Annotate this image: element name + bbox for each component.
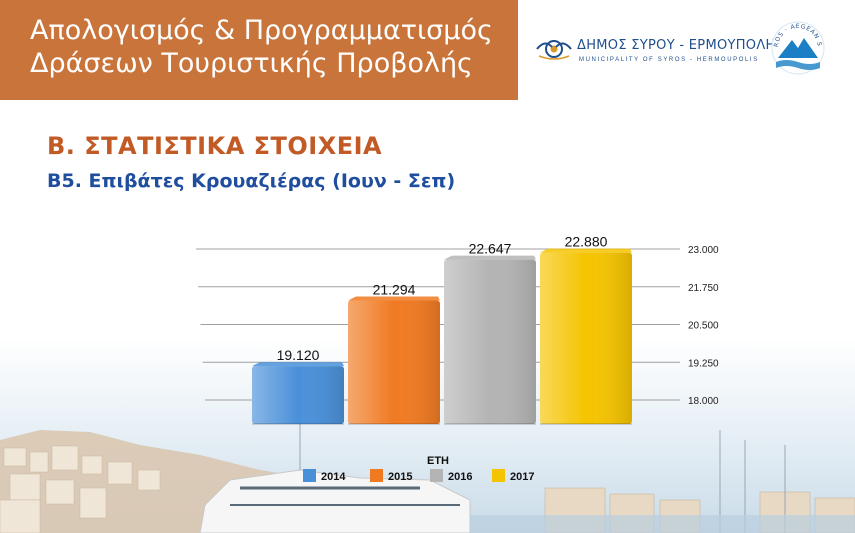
legend-entry-2014: 2014 [321,471,346,483]
bar-2015 [348,296,440,425]
data-label-2015: 21.294 [373,282,416,298]
syros-seal-logo: SYROS · AEGEAN SEA [770,20,825,75]
header-banner [0,0,518,100]
municipality-name: ΔΗΜΟΣ ΣΥΡΟΥ - ΕΡΜΟΥΠΟΛΗΣ [577,38,785,53]
data-label-2016: 22.647 [469,241,512,257]
bar-2016 [444,255,536,425]
legend-swatch-2014 [303,469,316,482]
y-tick-label: 20.500 [688,321,719,332]
bar-2014 [252,362,344,425]
municipality-emblem-icon [536,40,572,60]
bar-2017 [540,248,632,425]
y-tick-label: 23.000 [688,245,719,256]
y-tick-label: 19.250 [688,358,719,369]
chart-subtitle: Β5. Επιβάτες Κρουαζιέρας (Ιουν - Σεπ) [47,170,456,192]
legend-entry-2017: 2017 [510,471,534,483]
y-tick-label: 21.750 [688,283,719,294]
legend-swatch-2015 [370,469,383,482]
data-label-2017: 22.880 [565,234,608,250]
page-title-line-1: Απολογισμός & Προγραμματισμός [30,15,493,46]
legend-entry-2015: 2015 [388,471,412,483]
data-label-2014: 19.120 [277,347,320,363]
section-title: Β. ΣΤΑΤΙΣΤΙΚΑ ΣΤΟΙΧΕΙΑ [47,132,383,160]
y-tick-label: 18.000 [688,396,719,407]
legend-entry-2016: 2016 [448,471,472,483]
legend-swatch-2017 [492,469,505,482]
page-title-line-2: Δράσεων Τουριστικής Προβολής [30,48,473,79]
legend-title: ΕΤΗ [427,455,449,467]
page-title: Απολογισμός & Προγραμματισμός Δράσεων Το… [30,14,510,80]
legend-swatch-2016 [430,469,443,482]
municipality-subtitle: MUNICIPALITY OF SYROS - HERMOUPOLIS [579,57,759,63]
